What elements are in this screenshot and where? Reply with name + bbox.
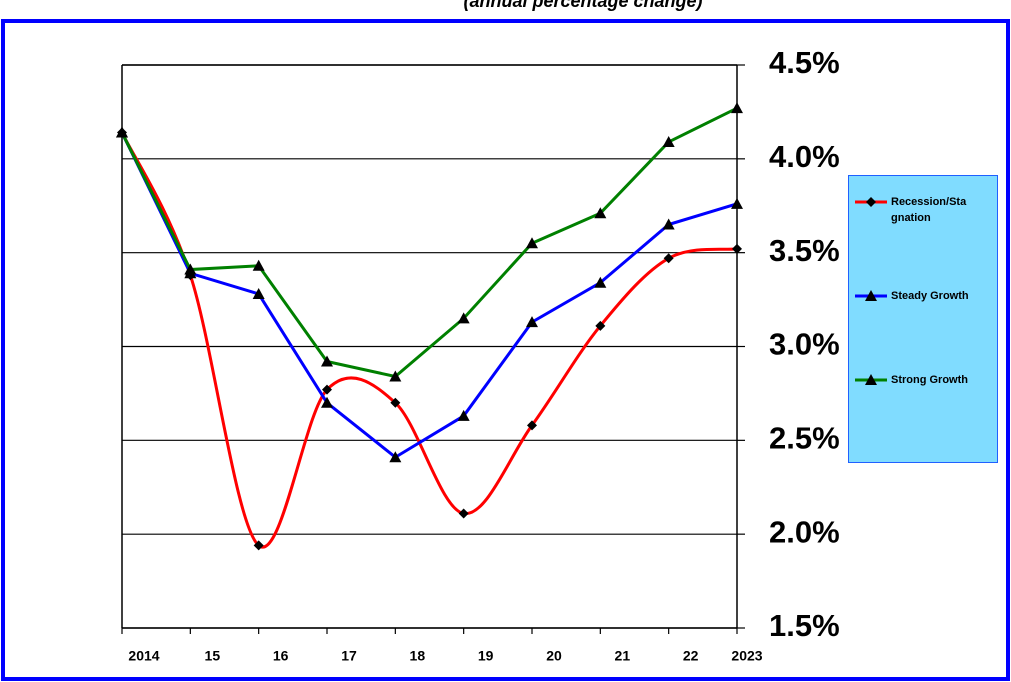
point [594, 276, 607, 288]
legend-item: Steady Growth [853, 288, 995, 304]
point [389, 370, 402, 382]
point [321, 396, 333, 408]
y-tick-label: 2.5% [769, 421, 840, 456]
frame [1, 19, 1010, 681]
series-line [120, 106, 738, 379]
point [457, 312, 470, 324]
x-tick-label: 20 [546, 648, 562, 664]
y-tick-label: 4.0% [769, 139, 840, 174]
legend: Recession/Stagnation Steady Growth Strong … [848, 175, 998, 463]
x-tick-label: 16 [273, 648, 289, 664]
point [662, 135, 675, 147]
y-tick-label: 1.5% [769, 608, 840, 643]
x-tick-label: 21 [615, 648, 631, 664]
x-tick-label: 17 [341, 648, 357, 664]
point [116, 126, 128, 138]
point [527, 420, 537, 431]
legend-item: Strong Growth [853, 372, 995, 388]
y-tick-label: 3.0% [769, 327, 840, 362]
point [389, 451, 402, 463]
point [322, 384, 332, 395]
point [731, 197, 743, 209]
legend-swatch [855, 197, 887, 207]
x-tick-label: 2023 [731, 648, 762, 664]
y-tick-label: 2.0% [769, 514, 840, 549]
point [594, 207, 607, 219]
point [253, 540, 264, 551]
point [731, 102, 743, 114]
legend-marker [865, 290, 877, 301]
legend-label: Steady Growth [891, 290, 969, 302]
legend-label: Strong Growth [891, 374, 968, 386]
point [184, 263, 197, 275]
x-tick-label: 15 [205, 648, 221, 664]
x-tick-label: 2014 [128, 648, 159, 664]
legend-swatch [855, 374, 887, 385]
point [662, 218, 675, 230]
point [390, 397, 401, 408]
series-line [120, 131, 738, 549]
legend-label: Recession/Stagnation [891, 196, 967, 224]
point [252, 259, 265, 271]
legend-item: Recession/Stagnation [853, 194, 995, 226]
legend-marker [865, 374, 877, 385]
chart-subtitle: (annual percentage change) [463, 0, 702, 11]
point [732, 243, 742, 254]
y-tick-label: 3.5% [769, 233, 840, 268]
point [457, 409, 470, 421]
point [321, 355, 333, 367]
legend-marker [866, 197, 876, 207]
legend-swatch [855, 290, 887, 301]
y-tick-label: 4.5% [769, 45, 840, 80]
point [595, 320, 606, 331]
series-line [120, 131, 738, 460]
x-tick-label: 22 [683, 648, 699, 664]
x-tick-label: 19 [478, 648, 494, 664]
point [663, 253, 674, 264]
point [458, 508, 469, 519]
point [526, 237, 538, 249]
x-tick-label: 18 [410, 648, 426, 664]
point [526, 316, 538, 328]
point [252, 287, 265, 299]
